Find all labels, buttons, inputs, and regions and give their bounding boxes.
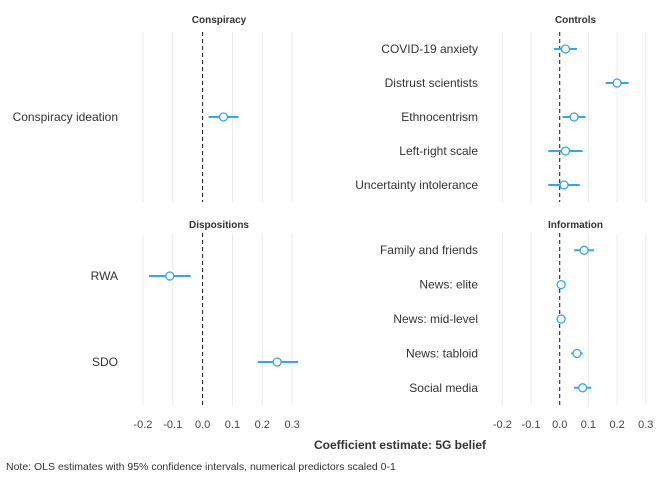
x-tick-label: 0.3 — [284, 419, 299, 431]
x-axis-right: -0.2 -0.1 0.0 0.1 0.2 0.3 — [493, 419, 654, 431]
x-tick-label: 0.1 — [225, 419, 240, 431]
predictor-label: Social media — [409, 381, 478, 395]
predictor-label: COVID-19 anxiety — [381, 42, 478, 56]
estimate-point — [612, 78, 622, 88]
figure-note: Note: OLS estimates with 95% confidence … — [6, 461, 396, 473]
estimate-point — [572, 348, 582, 359]
estimate-point — [579, 245, 589, 255]
x-tick-label: -0.1 — [522, 419, 541, 431]
x-axis-title: Coefficient estimate: 5G belief — [314, 438, 487, 452]
estimate-point — [559, 180, 569, 190]
x-tick-label: -0.2 — [493, 419, 512, 431]
predictor-label: Family and friends — [380, 243, 478, 257]
x-tick-label: -0.2 — [133, 419, 152, 431]
estimate-point — [560, 146, 571, 156]
estimate-point — [165, 271, 175, 281]
panel-title: Information — [548, 220, 603, 231]
predictor-label: Left-right scale — [399, 144, 478, 158]
x-tick-label: 0.1 — [581, 419, 596, 431]
panel-conspiracy: Conspiracy Conspiracy ideation — [13, 15, 293, 202]
predictor-label: Distrust scientists — [385, 76, 478, 90]
estimate-point — [560, 44, 571, 54]
estimate-point — [556, 314, 566, 324]
x-tick-label: 0.2 — [609, 419, 624, 431]
estimate-point — [218, 112, 229, 122]
panels-layer: Conspiracy Conspiracy ideation Controls COV… — [13, 15, 647, 405]
x-tick-label: 0.0 — [195, 419, 210, 431]
panel-title: Controls — [555, 15, 597, 26]
estimate-point — [272, 357, 282, 367]
estimate-point — [578, 383, 588, 393]
x-tick-label: 0.3 — [638, 419, 653, 431]
panel-title: Conspiracy — [192, 15, 247, 26]
predictor-label: News: elite — [419, 278, 478, 292]
panel-information: Information Family and friends News: elite… — [380, 220, 647, 405]
estimate-point — [556, 279, 566, 290]
predictor-label: Ethnocentrism — [401, 110, 478, 124]
estimate-point — [569, 112, 579, 122]
x-axis-left: -0.2 -0.1 0.0 0.1 0.2 0.3 — [133, 419, 299, 431]
predictor-label: Uncertainty intolerance — [355, 178, 478, 192]
x-tick-label: -0.1 — [163, 419, 182, 431]
predictor-label: SDO — [92, 355, 118, 369]
panel-dispositions: Dispositions RWA SDO — [91, 220, 299, 405]
x-tick-label: 0.2 — [255, 419, 270, 431]
predictor-label: Conspiracy ideation — [13, 110, 118, 124]
predictor-label: RWA — [91, 269, 118, 283]
predictor-label: News: tabloid — [406, 346, 478, 360]
x-tick-label: 0.0 — [552, 419, 567, 431]
predictor-label: News: mid-level — [393, 312, 478, 326]
panel-controls: Controls COVID-19 anxiety Distrust scienti… — [355, 15, 647, 202]
panel-title: Dispositions — [189, 220, 249, 231]
